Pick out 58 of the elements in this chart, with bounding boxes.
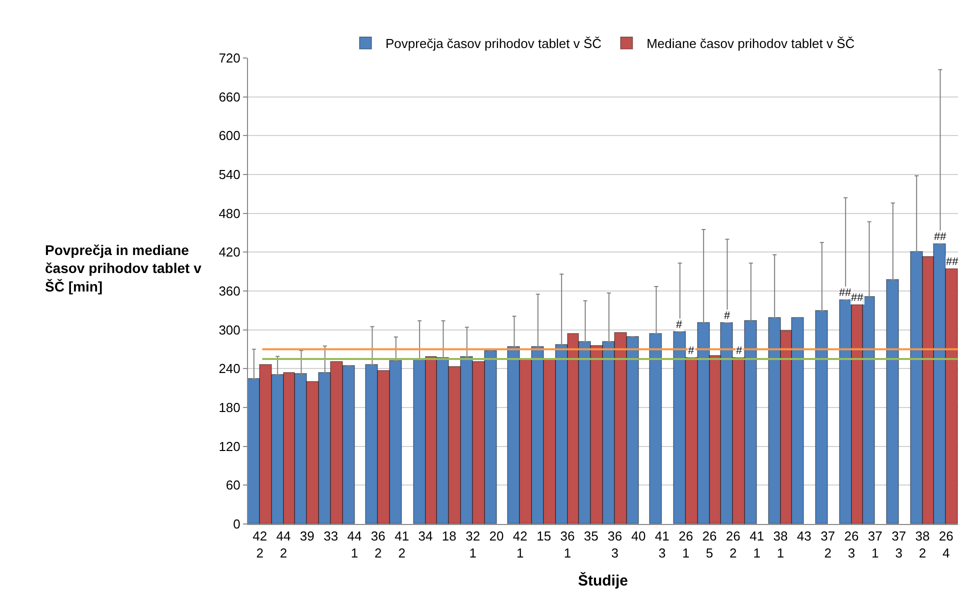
x-tick-label: 37 1 — [868, 528, 882, 560]
x-tick-label: 15 — [536, 528, 552, 544]
x-tick-label: 44 2 — [276, 528, 291, 560]
x-tick-label: 26 4 — [938, 528, 954, 560]
y-tick-label: 60 — [226, 478, 240, 493]
data-label: ## — [839, 287, 852, 299]
legend-label: Povprečja časov prihodov tablet v ŠČ — [386, 36, 602, 52]
data-label: ## — [946, 256, 960, 268]
x-tick-label: 41 1 — [750, 528, 764, 560]
bar — [886, 279, 899, 524]
bar — [649, 333, 662, 524]
y-axis-title: Povprečja in mediane časov prihodov tablet v ŠČ [min] — [45, 242, 202, 294]
y-tick-label: 600 — [218, 128, 240, 144]
x-tick-label: 18 — [442, 528, 456, 544]
x-tick-label: 34 — [418, 528, 433, 544]
y-tick-label: 540 — [218, 167, 240, 182]
x-tick-label: 26 2 — [726, 528, 740, 560]
x-tick-label: 36 2 — [370, 528, 386, 560]
y-tick-label: 180 — [218, 400, 240, 416]
x-tick-label: 41 2 — [394, 528, 410, 560]
y-tick-label: 420 — [218, 244, 240, 260]
x-tick-label: 26 3 — [844, 528, 859, 560]
x-tick-label: 43 — [796, 528, 812, 544]
x-tick-label: 33 — [324, 528, 338, 544]
y-tick-label: 0 — [233, 516, 240, 532]
x-tick-label: 32 1 — [466, 528, 480, 560]
y-tick-label: 120 — [218, 438, 240, 454]
bar — [815, 310, 828, 524]
y-tick-label: 660 — [218, 89, 240, 104]
x-tick-label: 42 1 — [512, 528, 528, 560]
data-label: # — [724, 310, 731, 322]
y-tick-label: 240 — [218, 361, 240, 376]
data-label: ## — [851, 292, 864, 304]
data-label: # — [688, 345, 695, 357]
x-tick-label: 36 1 — [560, 528, 575, 560]
x-tick-label: 41 3 — [654, 528, 670, 560]
x-tick-label: 39 — [300, 528, 314, 544]
x-tick-label: 42 2 — [252, 528, 268, 560]
legend-label: Mediane časov prihodov tablet v ŠČ — [646, 36, 855, 52]
data-label: # — [676, 319, 683, 331]
x-tick-label: 37 3 — [892, 528, 906, 560]
y-tick-label: 300 — [218, 322, 240, 338]
x-tick-label: 26 1 — [678, 528, 694, 560]
x-tick-label: 37 2 — [820, 528, 836, 560]
y-tick-label: 360 — [218, 284, 240, 299]
x-tick-label: 26 5 — [702, 528, 717, 560]
x-tick-label: 36 3 — [608, 528, 622, 560]
x-tick-label: 20 — [489, 528, 504, 544]
y-tick-label: 720 — [218, 50, 240, 66]
y-tick-label: 480 — [218, 206, 240, 221]
x-tick-label: 38 1 — [773, 528, 788, 560]
x-tick-label: 35 — [584, 528, 598, 544]
data-label: # — [736, 345, 743, 357]
x-tick-label: 38 2 — [915, 528, 930, 560]
x-tick-label: 44 1 — [347, 528, 362, 560]
x-tick-label: 40 — [631, 528, 646, 544]
x-axis-title: Študije — [578, 572, 628, 590]
data-label: ## — [934, 231, 948, 243]
